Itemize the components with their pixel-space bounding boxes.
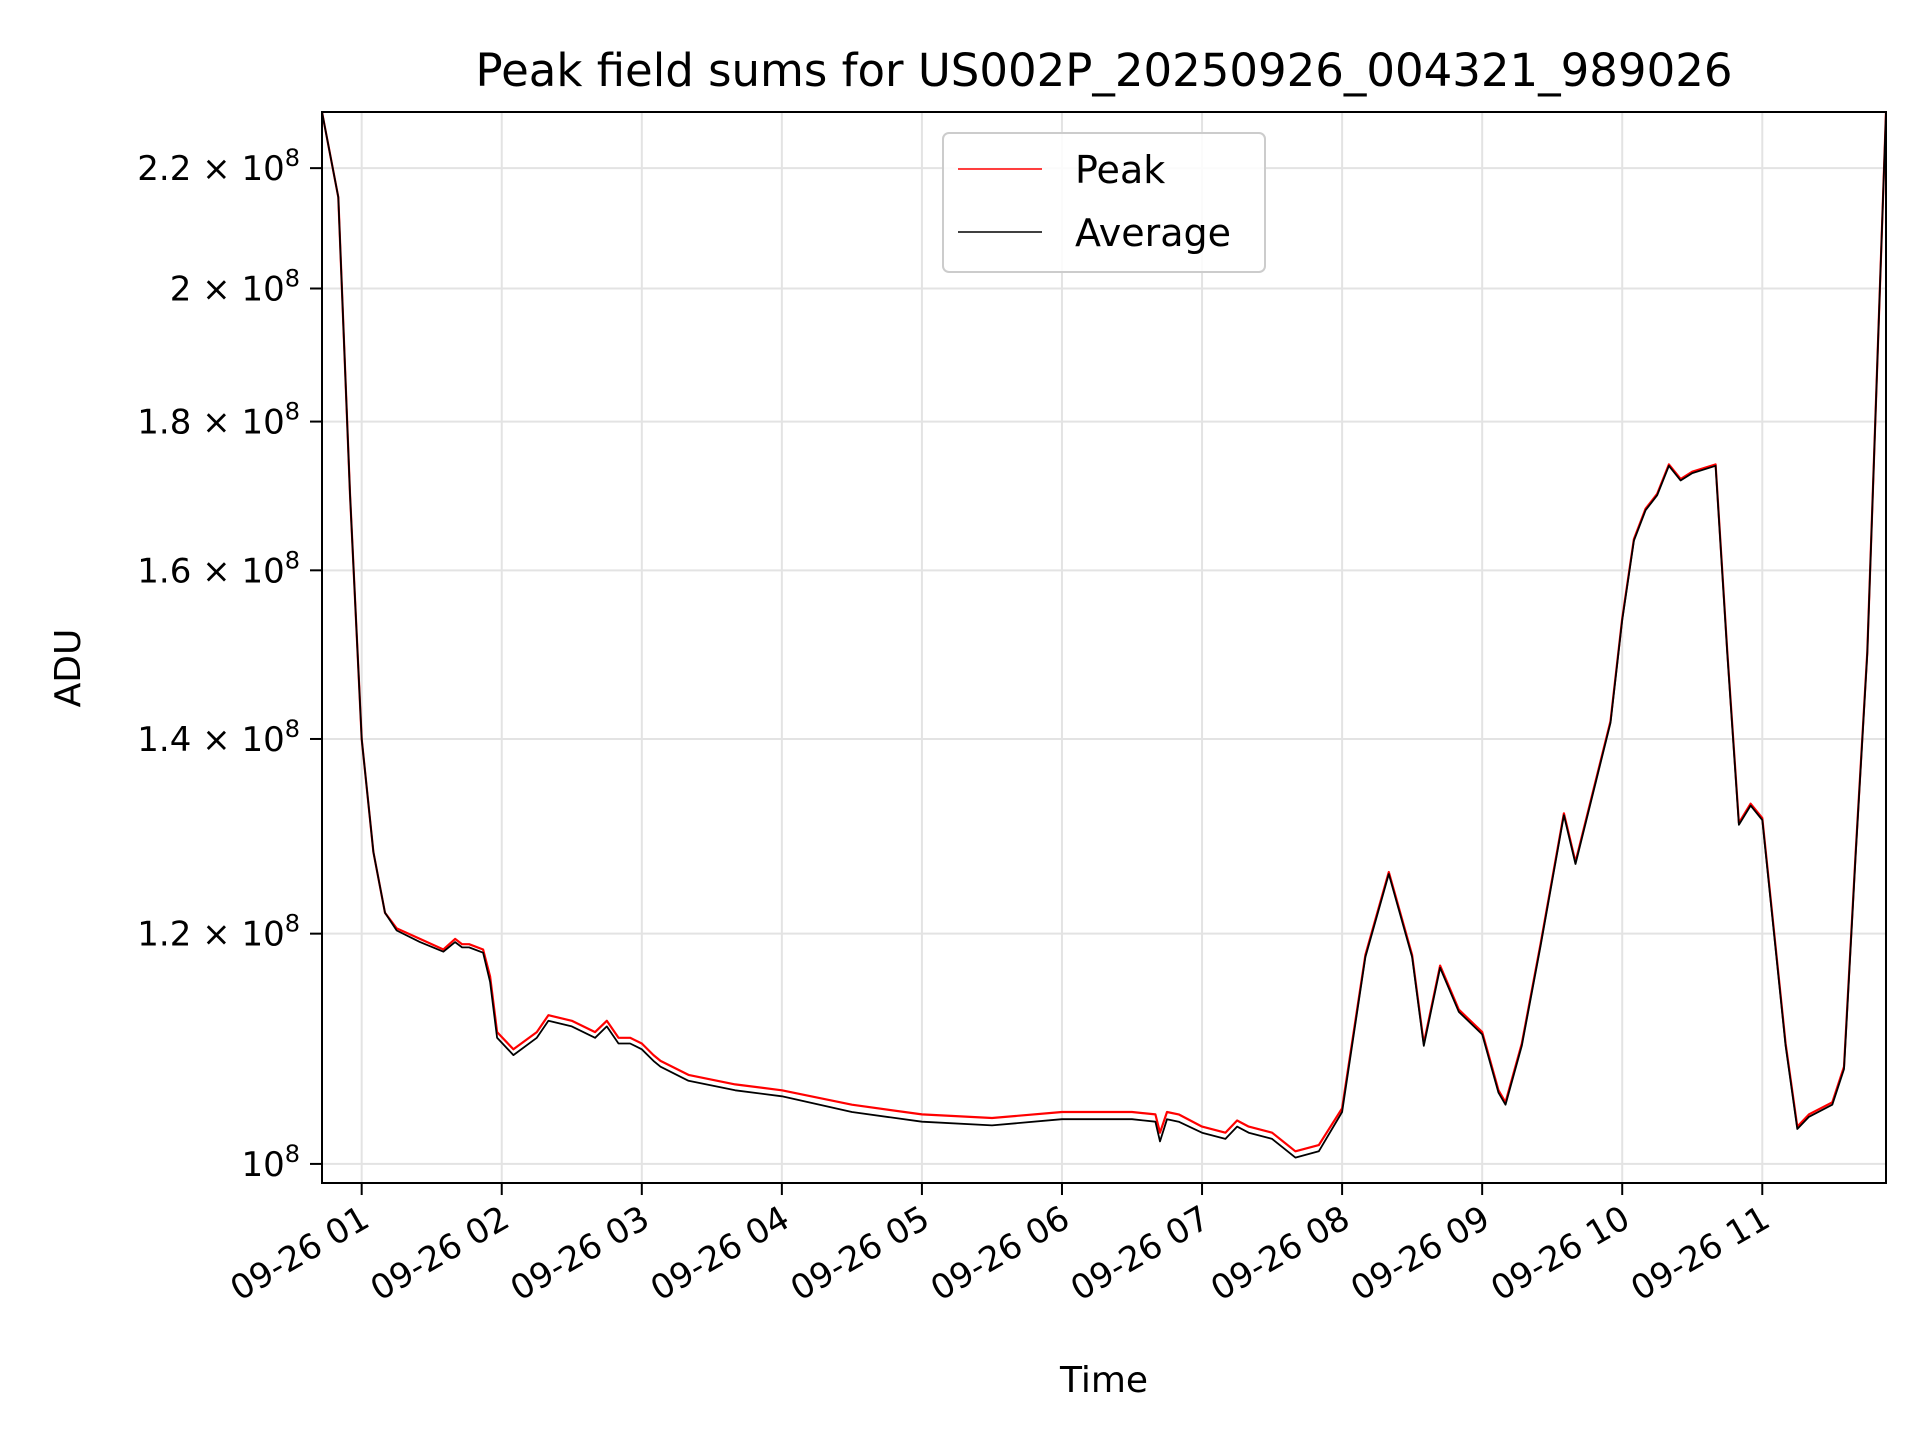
y-tick-label: 1.2 × 108 <box>137 910 300 955</box>
y-axis: 108 1.2 × 108 1.4 × 108 1.6 × 108 1.8 × 108 2… <box>137 144 322 1185</box>
plot-frame <box>321 111 1887 1184</box>
y-tick-label: 1.4 × 108 <box>137 715 300 760</box>
y-tick-label: 108 <box>241 1140 300 1185</box>
x-axis-label: Time <box>1059 1360 1148 1401</box>
legend-box <box>942 132 1266 273</box>
y-tick-label: 1.6 × 108 <box>137 546 300 591</box>
legend: Peak Average <box>942 132 1266 273</box>
series-layer <box>322 112 1886 1159</box>
y-tick-label: 1.8 × 108 <box>137 398 300 443</box>
y-tick-label: 2.2 × 108 <box>137 144 300 189</box>
grid <box>322 112 1886 1183</box>
legend-average-label: Average <box>1075 211 1231 255</box>
legend-peak-label: Peak <box>1075 148 1165 192</box>
series-line-average <box>322 112 1886 1159</box>
y-tick-label: 2 × 108 <box>170 265 300 310</box>
chart-title: Peak field sums for US002P_20250926_0043… <box>476 44 1733 97</box>
y-axis-label: ADU <box>48 629 89 708</box>
